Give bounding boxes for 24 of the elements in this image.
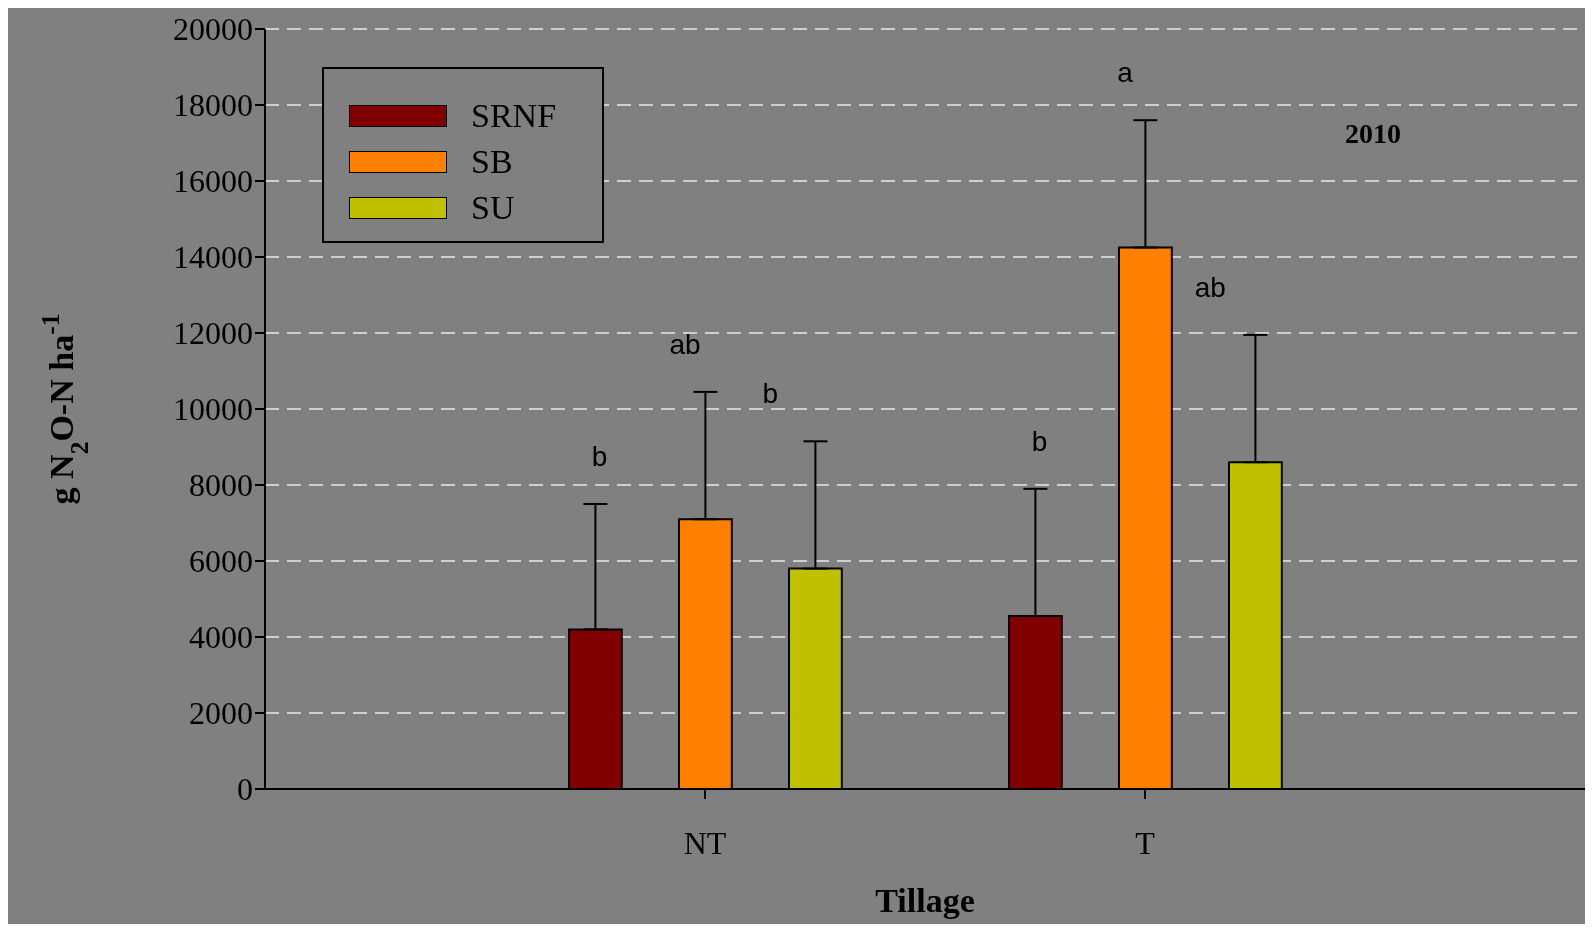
annotation: ab — [1194, 271, 1226, 303]
y-tick-label: 8000 — [189, 467, 253, 504]
y-tick-label: 18000 — [173, 87, 253, 124]
y-tick-label: 16000 — [173, 163, 253, 200]
y-tick-label: 20000 — [173, 11, 253, 48]
y-tick-label: 4000 — [189, 619, 253, 656]
x-tick-label: NT — [683, 824, 727, 861]
y-tick-label: 12000 — [173, 315, 253, 352]
annotation: b — [1031, 425, 1048, 457]
x-axis-title: Tillage — [875, 882, 975, 919]
y-tick-label: 10000 — [173, 391, 253, 428]
annotation: 2010 — [1345, 118, 1401, 149]
annotation: ab — [669, 328, 701, 360]
y-tick-label: 14000 — [173, 239, 253, 276]
y-tick-label: 2000 — [189, 695, 253, 732]
legend-label: SU — [471, 189, 515, 227]
annotation: b — [591, 440, 608, 472]
x-tick-label: T — [1135, 824, 1156, 861]
legend-label: SB — [471, 143, 513, 181]
annotation: a — [1117, 57, 1134, 89]
y-tick-label: 6000 — [189, 543, 253, 580]
legend-label: SRNF — [471, 97, 557, 135]
y-tick-label: 0 — [237, 771, 253, 808]
annotation: b — [762, 378, 779, 410]
